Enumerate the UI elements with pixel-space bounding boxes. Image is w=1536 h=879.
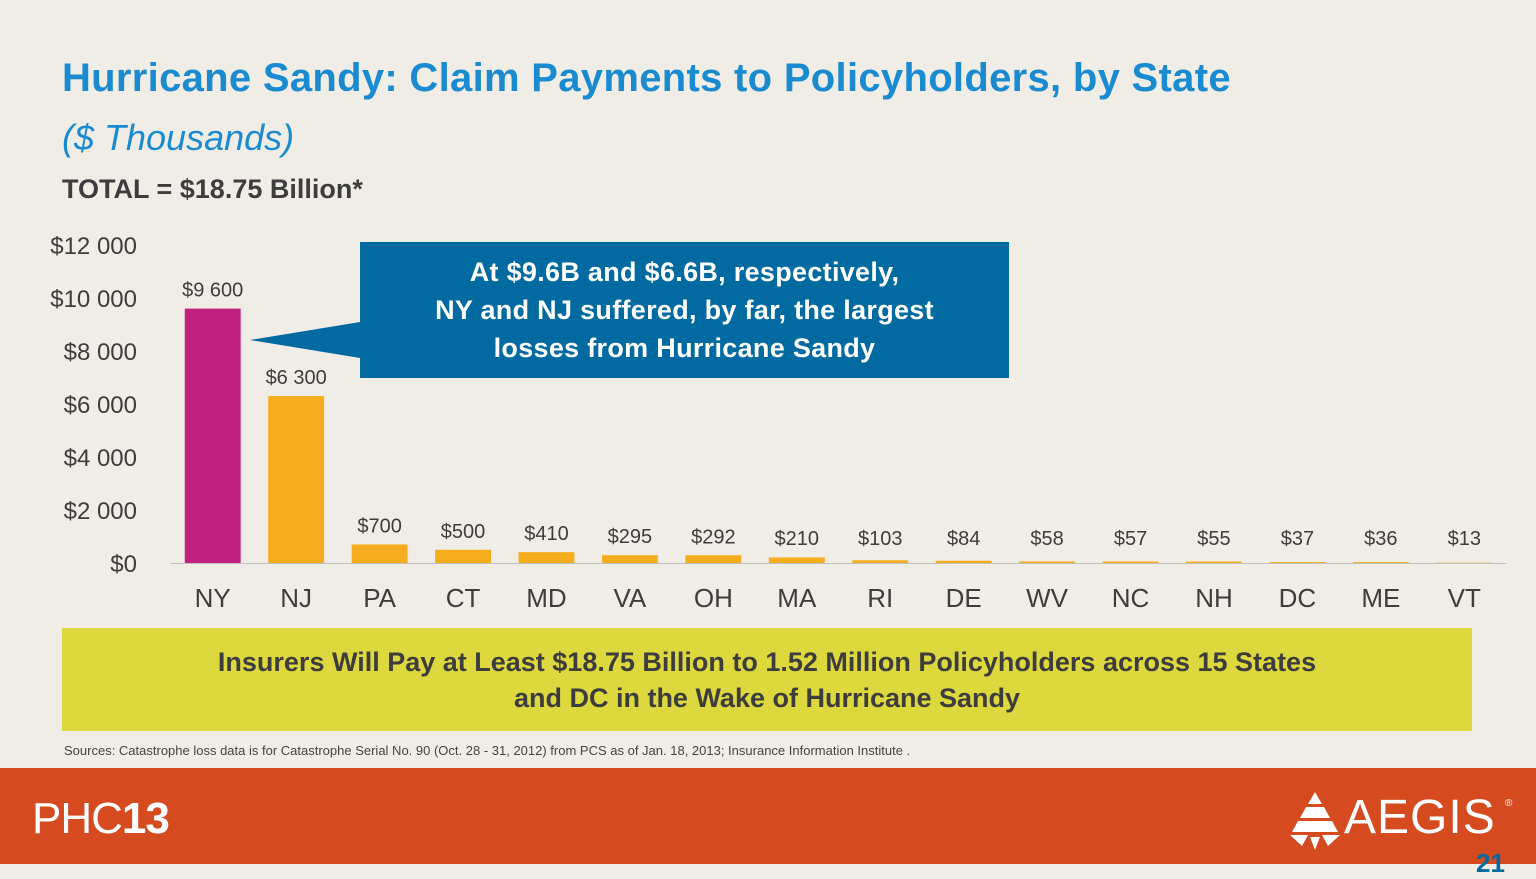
bar-oh [685,555,742,563]
x-tick-label: NY [195,583,231,613]
value-label: $36 [1364,528,1397,550]
x-tick-label: PA [363,583,396,613]
y-axis-ticks: $0 $2 000 $4 000 $6 000 $8 000 $10 000 $12 000 [50,233,137,578]
phc13-logo: PHC13 [32,794,170,844]
bar-ct [435,549,491,563]
x-tick-label: MD [526,583,566,613]
value-label: $55 [1197,528,1230,550]
x-axis-labels: NY NJ PA CT MD VA OH MA RI DE WV NC NH DC ME VT [195,583,1481,613]
value-label: $58 [1030,528,1063,550]
callout-line-2: NY and NJ suffered, by far, the largest [435,295,934,325]
x-tick-label: OH [694,583,733,613]
banner-line-1: Insurers Will Pay at Least $18.75 Billio… [217,646,1317,677]
bar-ri [852,560,909,563]
registered-mark: ® [1505,798,1513,809]
phc-logo-text: PHC [32,794,123,843]
x-tick-label: DE [946,583,982,613]
x-tick-label: DC [1279,583,1317,613]
x-tick-label: ME [1361,583,1400,613]
value-label: $9 600 [182,280,243,302]
value-label: $57 [1114,528,1147,550]
y-tick-label: $0 [110,551,137,578]
callout-line-3: losses from Hurricane Sandy [493,333,876,363]
x-tick-label: MA [777,583,817,613]
y-tick-label: $6 000 [64,392,137,419]
x-tick-label: CT [446,583,481,613]
bar-ny [184,308,241,563]
slide-title: Hurricane Sandy: Claim Payments to Polic… [62,56,1231,100]
phc-logo-year: 13 [121,794,170,843]
value-label: $292 [691,526,736,548]
bars [184,308,1493,564]
x-tick-label: NH [1195,583,1233,613]
y-tick-label: $12 000 [50,233,137,260]
value-label: $37 [1281,528,1314,550]
value-label: $210 [775,528,820,550]
total-label: TOTAL = $18.75 Billion* [62,174,363,204]
value-label: $295 [608,526,653,548]
x-tick-label: WV [1026,583,1069,613]
sources-note: Sources: Catastrophe loss data is for Ca… [64,743,911,758]
bar-wv [1019,561,1076,563]
y-tick-label: $2 000 [64,498,137,525]
bar-md [518,552,575,563]
bar-ma [768,557,825,563]
x-tick-label: RI [867,583,893,613]
value-label: $700 [357,515,402,537]
value-label: $103 [858,528,903,550]
y-tick-label: $8 000 [64,339,137,366]
y-tick-label: $10 000 [50,286,137,313]
bar-pa [351,544,408,563]
y-tick-label: $4 000 [64,445,137,472]
value-label: $410 [524,523,569,545]
bar-nh [1186,561,1242,563]
x-tick-label: VA [614,583,647,613]
bar-dc [1269,562,1326,564]
callout-line-1: At $9.6B and $6.6B, respectively, [469,257,900,287]
value-label: $84 [947,528,980,550]
callout-box: At $9.6B and $6.6B, respectively, NY and… [360,242,1009,378]
bar-chart: $0 $2 000 $4 000 $6 000 $8 000 $10 000 $12 000… [50,233,1506,613]
bar-va [601,555,658,563]
x-tick-label: NJ [280,583,312,613]
value-labels: $9 600 $6 300 $700 $500 $410 $295 $292 $210 $103… [182,280,1481,550]
x-tick-label: NC [1112,583,1150,613]
bar-me [1352,562,1409,564]
value-label: $500 [441,521,486,543]
aegis-logo-text: AEGIS [1344,791,1496,844]
bar-nc [1102,561,1159,563]
banner-line-2: and DC in the Wake of Hurricane Sandy [513,682,1021,713]
value-label: $6 300 [266,367,327,389]
summary-banner: Insurers Will Pay at Least $18.75 Billio… [62,628,1472,731]
value-label: $13 [1448,528,1481,550]
bar-de [935,560,992,563]
x-tick-label: VT [1448,583,1481,613]
footer-bar: PHC13 AEGIS ® 21 [0,768,1536,878]
aegis-pyramid-icon [1290,792,1340,850]
bar-nj [268,396,325,563]
callout-pointer [250,322,360,358]
slide-subtitle: ($ Thousands) [62,117,295,158]
